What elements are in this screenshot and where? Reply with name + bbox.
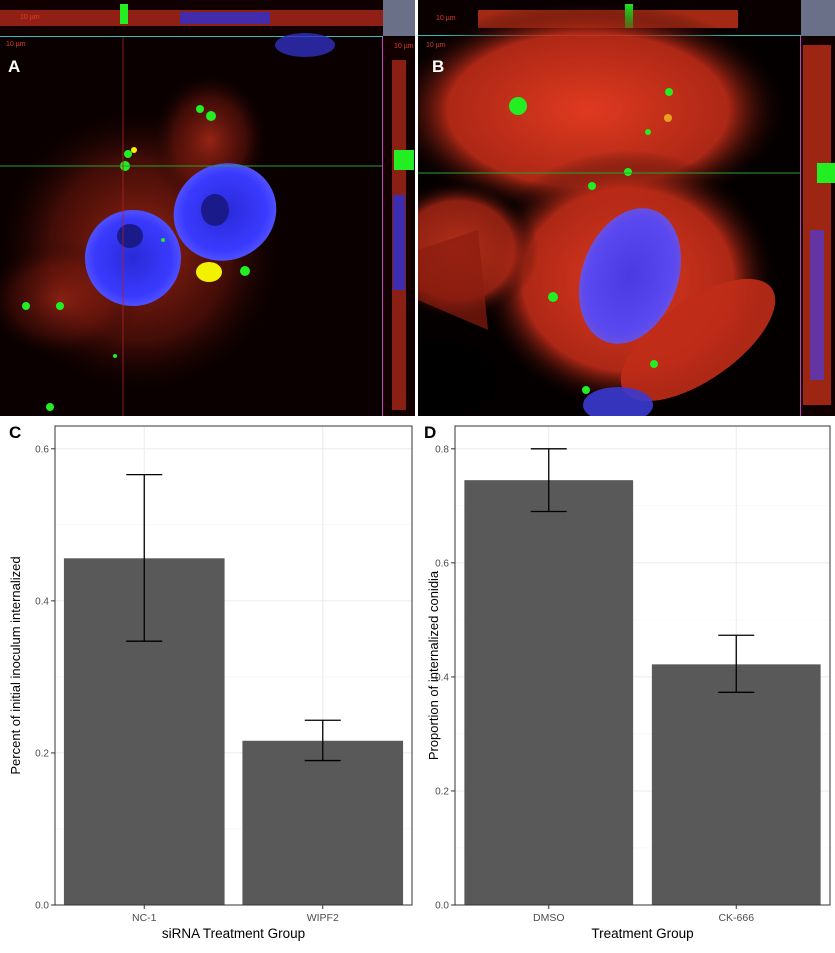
- y-axis-title: Proportion of internalized conidia: [426, 570, 441, 760]
- plot-border: [54, 425, 413, 906]
- x-tick-label: NC-1: [132, 912, 157, 924]
- corner-box-a: [383, 0, 415, 36]
- micrograph-b-drawing: [418, 0, 835, 416]
- y-tick-label: 0.2: [435, 786, 449, 797]
- nucleus: [578, 208, 682, 344]
- y-tick-label: 0.6: [35, 444, 49, 455]
- scale-bar-label: 10 µm: [20, 14, 40, 21]
- scale-bar-label: 10 µm: [394, 43, 414, 50]
- conidia: [509, 88, 673, 394]
- scale-bar-label: 10 µm: [436, 15, 456, 22]
- y-tick-label: 0.6: [435, 558, 449, 569]
- micrograph-a-drawing: [0, 0, 415, 416]
- y-tick-label: 0.2: [35, 748, 49, 759]
- corner-box-b: [801, 0, 835, 36]
- micrograph-b: 10 µm 10 µm B: [418, 0, 835, 416]
- panel-label-c: C: [9, 423, 22, 442]
- chart-c: C 0.0 0.2 0.4 0.6 NC-1 WIPF2 siRNA Treatment G…: [0, 418, 418, 948]
- x-axis-title: siRNA Treatment Group: [162, 926, 305, 941]
- bar: [651, 664, 821, 905]
- x-axis-title: Treatment Group: [591, 926, 693, 941]
- chart-d: D 0.0 0.2 0.4 0.6 0.8 DMSO CK-666 Treatment Gro…: [418, 418, 835, 948]
- bar: [464, 480, 634, 905]
- y-tick-label: 0.4: [35, 596, 49, 607]
- panel-label-a: A: [8, 57, 21, 76]
- x-tick-label: CK-666: [718, 912, 754, 924]
- panel-label-b: B: [432, 57, 445, 76]
- y-tick-label: 0.0: [435, 901, 449, 912]
- x-tick-label: WIPF2: [307, 912, 339, 924]
- y-tick-label: 0.8: [435, 444, 449, 455]
- y-tick-label: 0.0: [35, 901, 49, 912]
- panel-label-d: D: [424, 423, 437, 442]
- nucleus: [85, 210, 181, 306]
- bar: [242, 740, 404, 905]
- y-axis-title: Percent of initial inoculum internalized: [8, 556, 23, 774]
- scale-bar-label: 10 µm: [6, 41, 26, 48]
- bar-chart-d: 0.0 0.2 0.4 0.6 0.8 DMSO CK-666 Treatment Group…: [426, 425, 831, 941]
- plot-border: [454, 425, 831, 906]
- colocalized-conidium: [196, 262, 222, 282]
- micrograph-a: 10 µm 10 µm 10 µm A: [0, 0, 415, 416]
- scale-bar-label: 10 µm: [426, 42, 446, 49]
- y-tick-label: 0.4: [435, 672, 449, 683]
- x-tick-label: DMSO: [533, 912, 565, 924]
